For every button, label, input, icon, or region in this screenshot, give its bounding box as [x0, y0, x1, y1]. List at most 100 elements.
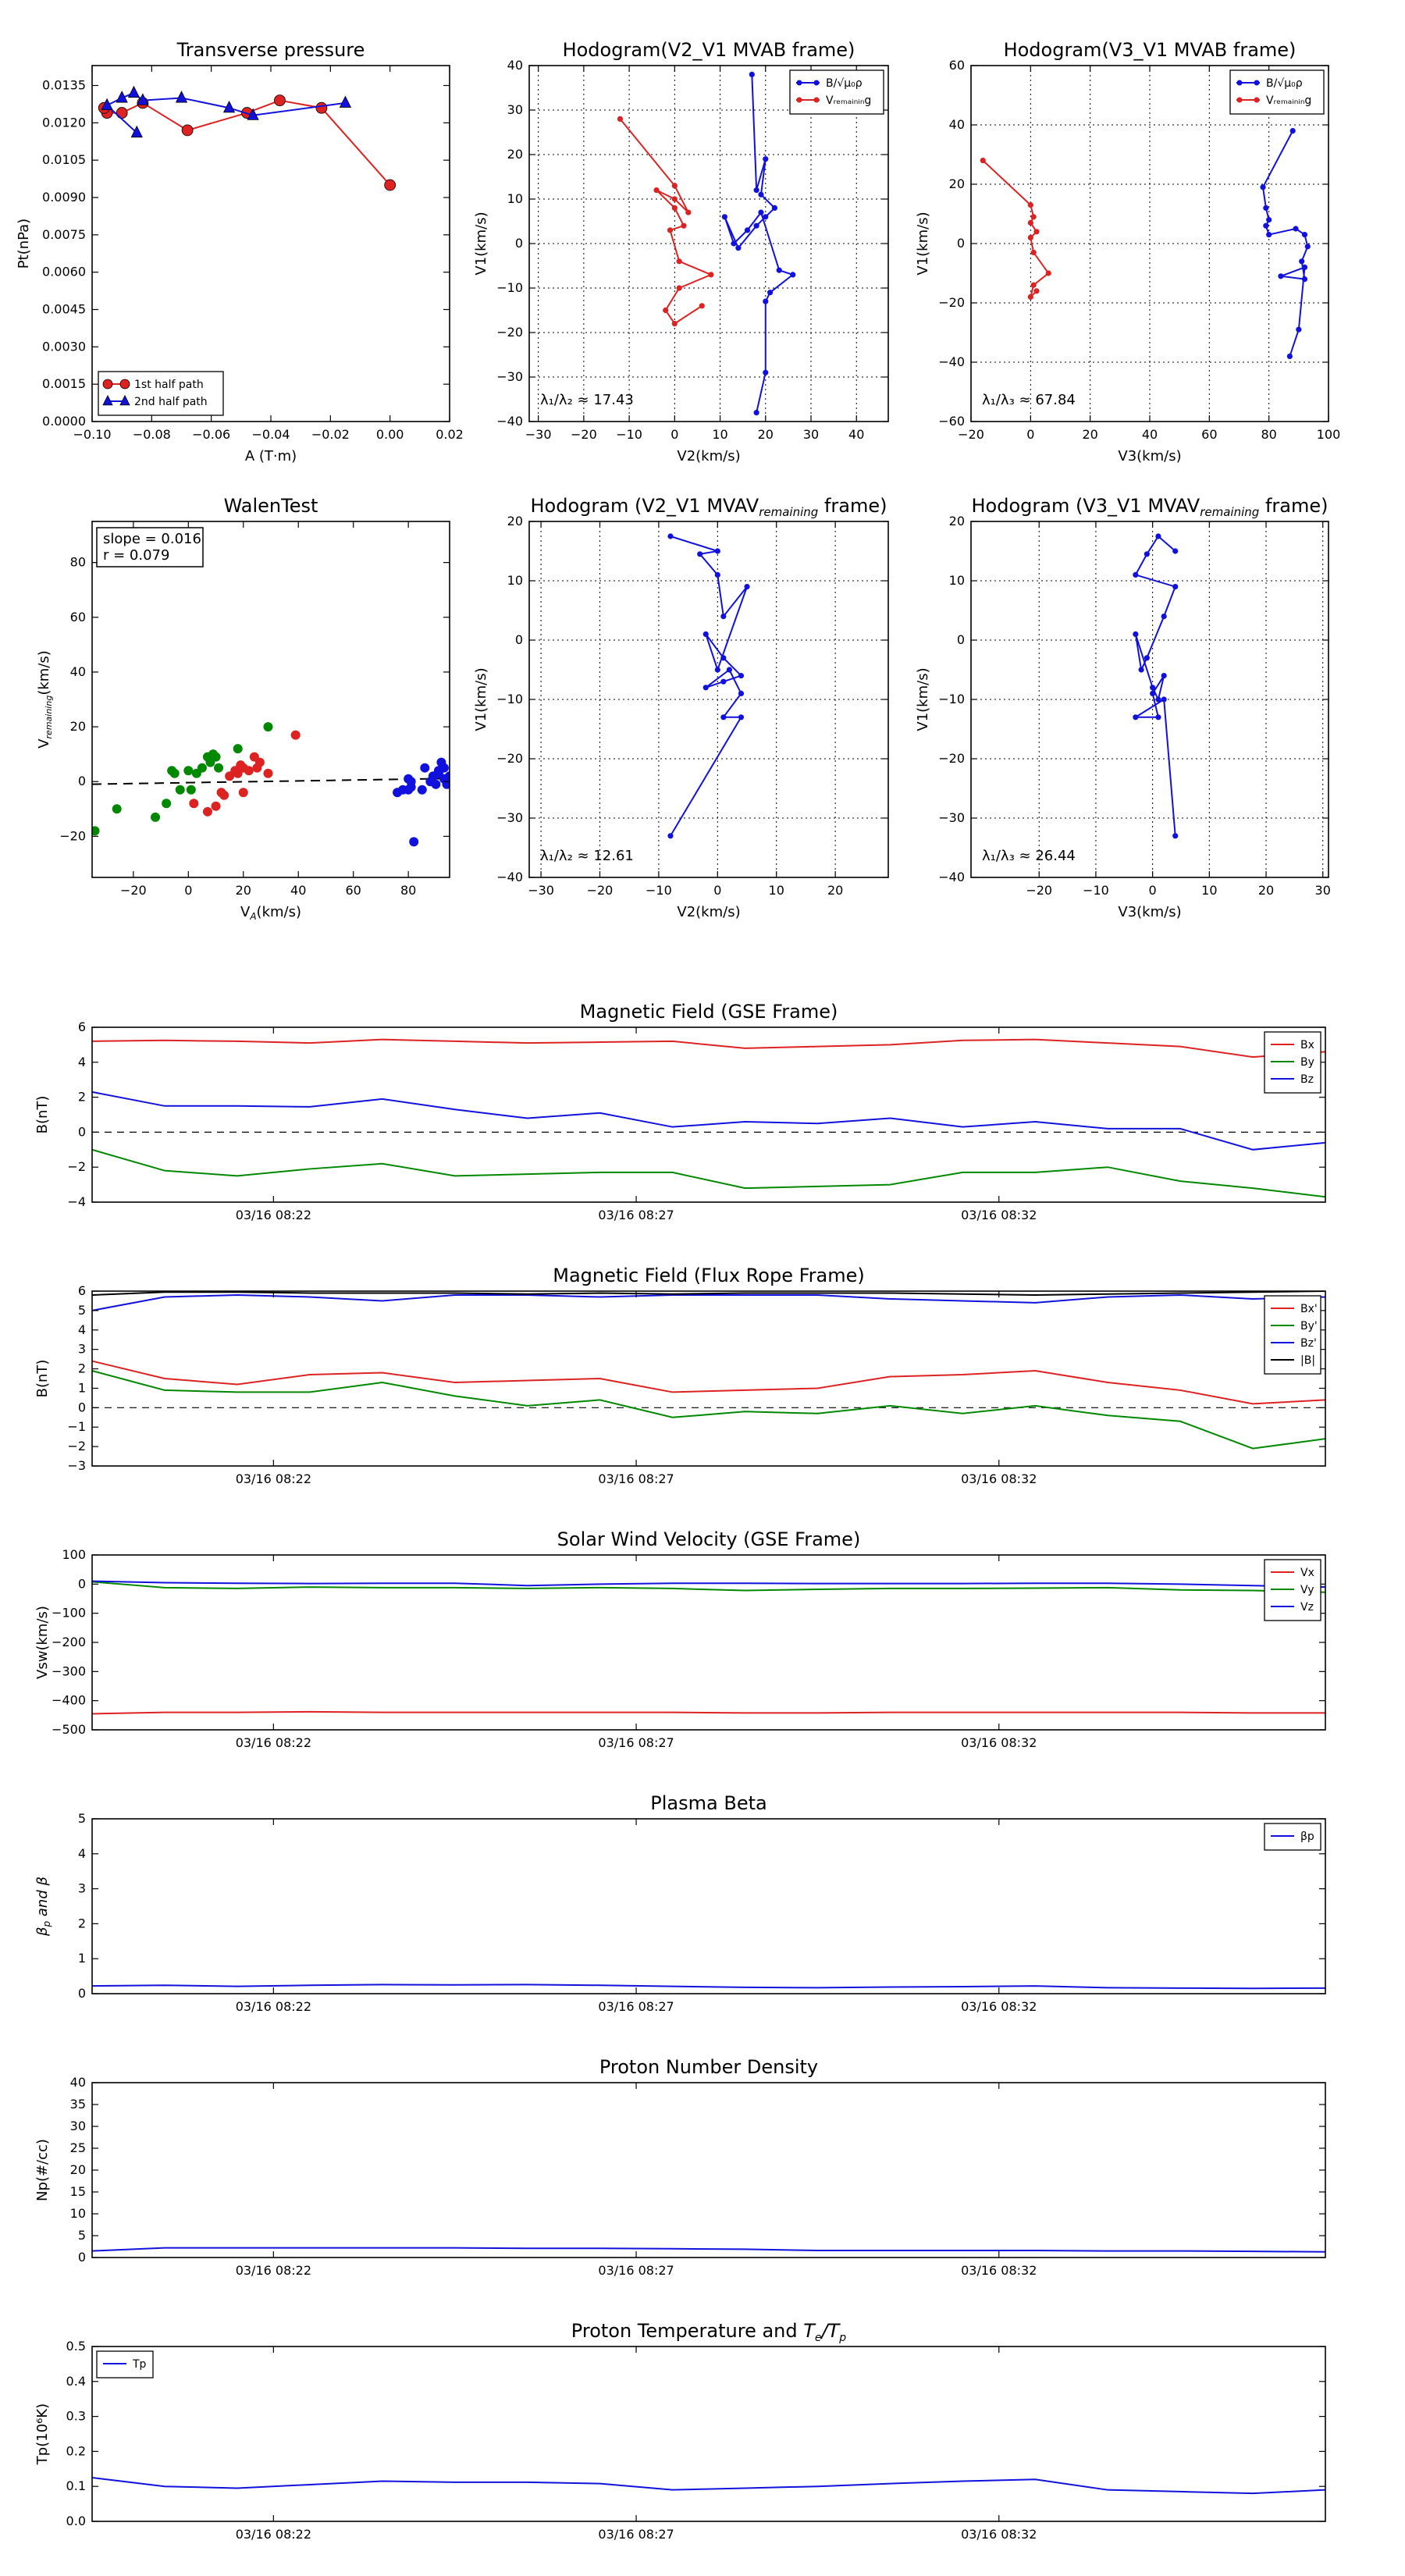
x-tick-label: 20: [1082, 427, 1097, 442]
data-point: [758, 191, 764, 197]
series-line: [982, 159, 1050, 300]
y-tick-label: −2: [67, 1439, 86, 1453]
data-point: [767, 290, 774, 296]
data-point: [1172, 584, 1179, 590]
chart-title: Proton Number Density: [599, 2056, 818, 2078]
y-tick-label: −20: [496, 325, 523, 340]
x-tick-label: 0: [184, 883, 192, 898]
data-point: [1293, 226, 1299, 232]
chart-ts5: Proton Number Density 03/16 08:22 03/16 08…: [34, 2056, 1326, 2278]
x-tick-label: 03/16 08:22: [236, 2263, 311, 2278]
data-point: [420, 763, 430, 773]
data-point: [671, 205, 678, 211]
axes-frame: [91, 1290, 1326, 1467]
plot-area: [92, 1291, 1325, 1450]
series-line: [670, 535, 748, 837]
chart-title: Transverse pressure: [176, 39, 365, 61]
y-axis-label: Vremaining(km/s): [36, 650, 54, 749]
chart-title: Hodogram(V2_V1 MVAB frame): [563, 39, 855, 61]
data-point: [1027, 294, 1033, 300]
data-point: [763, 214, 769, 220]
stats-box: [96, 527, 204, 568]
x-tick-label: −0.08: [133, 427, 171, 442]
data-point: [617, 116, 624, 122]
y-tick-label: −40: [496, 870, 523, 884]
y-tick-label: 15: [70, 2184, 86, 2199]
y-axis-label: B(nT): [34, 1360, 51, 1398]
legend-frame: [98, 371, 224, 416]
y-tick-label: 0.1: [66, 2478, 86, 2493]
chart-p1: Transverse pressure −0.10 −0.08 −0.06 −0.04 −…: [16, 39, 464, 464]
data-point: [790, 272, 796, 278]
x-tick-label: 60: [1201, 427, 1217, 442]
y-tick-label: 35: [70, 2097, 86, 2112]
y-tick-label: 0: [78, 1986, 86, 2001]
x-tick-label: 0: [713, 883, 721, 898]
x-tick-label: −20: [120, 883, 147, 898]
x-tick-label: 03/16 08:27: [598, 1999, 674, 2014]
x-tick-label: 40: [848, 427, 864, 442]
x-tick-label: 20: [236, 883, 251, 898]
series-line: [619, 118, 713, 325]
x-tick-label: 03/16 08:32: [961, 1208, 1037, 1222]
legend: Bx By Bz: [1264, 1031, 1321, 1094]
plot-area: [980, 128, 1311, 359]
legend-label: Bz: [1300, 1073, 1314, 1086]
data-point: [247, 108, 259, 120]
x-tick-label: 03/16 08:22: [236, 1208, 311, 1222]
y-tick-label: 0.0060: [42, 265, 86, 279]
axes-frame: [91, 521, 450, 878]
x-tick-label: 03/16 08:27: [598, 1208, 674, 1222]
y-tick-label: 2: [78, 1916, 86, 1930]
x-tick-label: 0: [1026, 427, 1034, 442]
y-tick-label: 40: [70, 664, 86, 679]
data-point: [676, 285, 682, 291]
x-tick-label: 03/16 08:32: [961, 1735, 1037, 1750]
data-point: [671, 321, 678, 327]
y-tick-label: −60: [938, 414, 965, 429]
data-point: [431, 779, 441, 789]
x-tick-label: 20: [758, 427, 774, 442]
y-tick-label: −10: [938, 692, 965, 706]
legend-marker: [1236, 80, 1243, 86]
axes-frame: [91, 65, 450, 422]
x-tick-label: 03/16 08:22: [236, 1735, 311, 1750]
data-point: [1144, 551, 1150, 557]
data-point: [738, 714, 745, 720]
chart-title: Magnetic Field (Flux Rope Frame): [553, 1265, 864, 1286]
legend-marker: [796, 97, 802, 103]
legend: Vx Vy Vz: [1264, 1559, 1321, 1621]
data-point: [238, 788, 248, 798]
y-tick-label: −20: [938, 751, 965, 766]
data-point: [720, 714, 727, 720]
y-tick-label: 10: [949, 573, 965, 588]
data-point: [1263, 222, 1269, 229]
legend-marker: [102, 394, 113, 406]
data-point: [175, 785, 185, 795]
legend-label: |B|: [1300, 1354, 1315, 1367]
x-tick-label: 60: [346, 883, 361, 898]
series-line: [1133, 535, 1177, 836]
data-point: [162, 799, 172, 809]
data-point: [1301, 264, 1308, 270]
chart-ts1: Magnetic Field (GSE Frame) 03/16 08:22 03/…: [34, 1001, 1326, 1222]
y-tick-label: 0.0120: [42, 115, 86, 130]
y-tick-label: −40: [938, 354, 965, 369]
y-tick-label: 0: [515, 632, 523, 647]
x-tick-label: 03/16 08:22: [236, 1471, 311, 1486]
data-point: [720, 678, 727, 685]
x-tick-label: −20: [1026, 883, 1052, 898]
x-tick-label: 03/16 08:22: [236, 1999, 311, 2014]
y-tick-label: 2: [78, 1361, 86, 1376]
y-tick-label: −40: [496, 414, 523, 429]
data-point: [1172, 833, 1179, 839]
data-point: [1027, 234, 1033, 240]
data-point: [776, 267, 782, 273]
data-point: [1172, 548, 1179, 554]
chart-title: Magnetic Field (GSE Frame): [580, 1001, 838, 1023]
x-tick-label: 0: [1149, 883, 1157, 898]
data-point: [315, 101, 328, 114]
x-tick-label: 30: [1315, 883, 1331, 898]
axes-frame: [91, 2082, 1326, 2258]
